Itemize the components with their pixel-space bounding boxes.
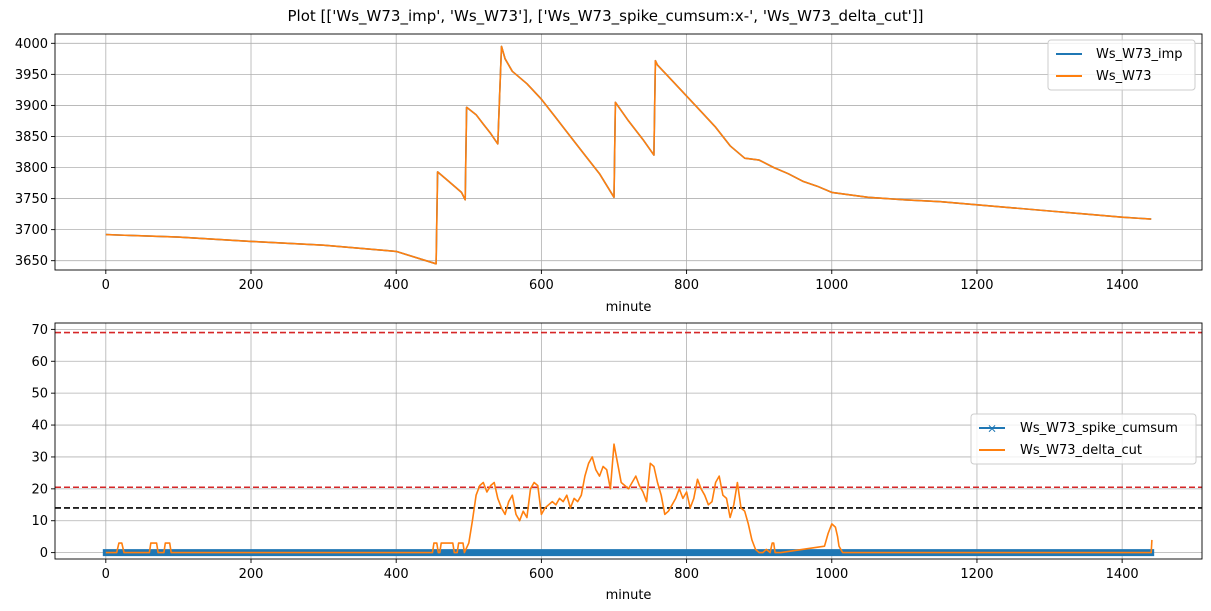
bottom-x-tick-label: 400 [384,567,409,582]
top-x-tick-label: 400 [384,278,409,293]
top-x-axis-label: minute [606,300,652,315]
bottom-y-tick-label: 20 [31,482,48,497]
top-x-tick-label: 800 [674,278,699,293]
top-y-tick-label: 3700 [15,223,48,238]
top-y-tick-label: 4000 [15,37,48,52]
series-ws-w73-line [105,45,1152,265]
top-x-tick-label: 1400 [1106,278,1139,293]
figure-title: Plot [['Ws_W73_imp', 'Ws_W73'], ['Ws_W73… [288,7,924,26]
bottom-plot-frame [54,322,1203,560]
bottom-x-tick-label: 0 [102,567,110,582]
bottom-y-tick-label: 0 [40,546,48,561]
series-ws-w73-imp-line [105,45,1152,265]
bottom-x-tick-label: 200 [239,567,264,582]
series-ws-w73-delta-cut-line [105,443,1153,554]
bottom-x-tick-label: 1200 [960,567,993,582]
top-legend: Ws_W73_imp Ws_W73 [1047,39,1196,91]
bottom-x-tick-label: 600 [529,567,554,582]
legend-label-ws-w73-imp: Ws_W73_imp [1096,47,1183,62]
bottom-x-tick-label: 800 [674,567,699,582]
bottom-plot-panel: 0 200 400 600 800 1000 1200 1400 0 10 20 30 40 50 60 70… [31,322,1203,603]
bottom-x-tick-label: 1000 [815,567,848,582]
bottom-y-tick-label: 30 [31,450,48,465]
bottom-x-tick-label: 1400 [1106,567,1139,582]
top-y-tick-label: 3650 [15,254,48,269]
legend-label-ws-w73-spike-cumsum: Ws_W73_spike_cumsum [1020,421,1178,436]
top-plot-panel: 0 200 400 600 800 1000 1200 1400 3650 3700 3750 380… [15,33,1203,315]
bottom-legend: × Ws_W73_spike_cumsum Ws_W73_delta_cut [970,413,1197,465]
top-x-tick-label: 1200 [960,278,993,293]
bottom-y-tick-label: 70 [31,323,48,338]
top-y-tick-label: 3750 [15,192,48,207]
top-y-tick-label: 3950 [15,68,48,83]
top-y-tick-label: 3900 [15,99,48,114]
bottom-x-axis-label: minute [606,588,652,603]
bottom-y-tick-label: 10 [31,514,48,529]
top-plot-frame [54,33,1203,271]
top-x-tick-label: 0 [102,278,110,293]
bottom-y-tick-label: 50 [31,387,48,402]
top-x-tick-label: 1000 [815,278,848,293]
top-x-tick-label: 200 [239,278,264,293]
top-y-tick-label: 3800 [15,161,48,176]
legend-x-marker-icon: × [987,422,997,436]
legend-label-ws-w73: Ws_W73 [1096,69,1152,84]
top-y-tick-label: 3850 [15,130,48,145]
legend-label-ws-w73-delta-cut: Ws_W73_delta_cut [1020,443,1142,458]
bottom-y-tick-label: 60 [31,355,48,370]
top-x-tick-label: 600 [529,278,554,293]
bottom-y-tick-label: 40 [31,419,48,434]
